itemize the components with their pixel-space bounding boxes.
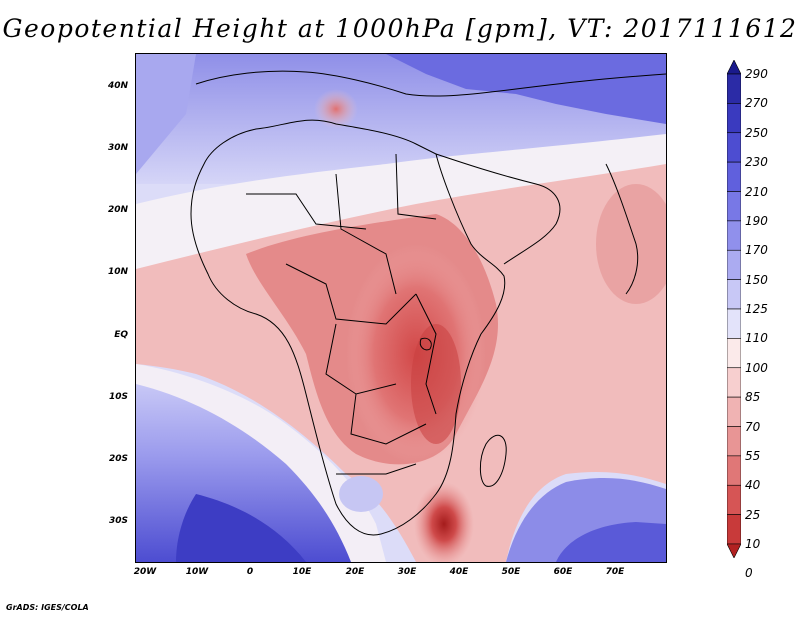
- lon-label-0: 0: [246, 567, 254, 577]
- colorbar-label: 170: [745, 243, 768, 258]
- colorbar-segment: [727, 103, 741, 134]
- lon-label-40e: 40E: [449, 567, 469, 577]
- colorbar-segment: [727, 426, 741, 457]
- border-3: [395, 153, 437, 220]
- lat-label-30s: 30S: [108, 516, 128, 526]
- colorbar-label: 290: [745, 67, 768, 81]
- colorbar-label: 270: [745, 96, 768, 111]
- colorbar-label: 85: [745, 390, 761, 405]
- lon-label-20e: 20E: [345, 567, 365, 577]
- colorbar-segment: [727, 279, 741, 310]
- colorbar-segment: [727, 338, 741, 369]
- colorbar-segment: [727, 396, 741, 427]
- coastlines: [190, 70, 666, 536]
- africa-coastline: [190, 119, 506, 536]
- lon-label-20w: 20W: [133, 567, 157, 577]
- colorbar-label: 25: [745, 507, 761, 522]
- colorbar-segment: [727, 484, 741, 515]
- lon-label-10e: 10E: [292, 567, 312, 577]
- field-west-ocean-blue: [136, 54, 196, 174]
- colorbar-label: 110: [745, 331, 768, 346]
- map-title: Geopotential Height at 1000hPa [gpm], VT…: [2, 14, 798, 43]
- lat-label-10s: 10S: [108, 392, 128, 402]
- lon-label-70e: 70E: [605, 567, 625, 577]
- colorbar-label: 40: [745, 478, 761, 493]
- border-5: [325, 323, 397, 395]
- colorbar-segment: [727, 308, 741, 339]
- europe-coastline: [195, 70, 666, 97]
- colorbar-segment: [727, 249, 741, 280]
- lon-label-30e: 30E: [397, 567, 417, 577]
- colorbar-segment: [727, 220, 741, 251]
- colorbar-segment: [727, 514, 741, 545]
- colorbar-label: 210: [745, 184, 768, 199]
- lon-label-60e: 60E: [553, 567, 573, 577]
- lat-label-20n: 20N: [107, 205, 128, 215]
- border-2: [335, 173, 397, 295]
- lon-label-50e: 50E: [501, 567, 521, 577]
- colorbar-label: 125: [745, 302, 768, 316]
- border-8: [415, 293, 437, 415]
- field-south-indian-deepblue: [556, 522, 666, 562]
- field-europe-deepblue: [386, 54, 666, 124]
- field-mediterranean-low: [314, 89, 358, 129]
- colorbar-segment: [727, 191, 741, 222]
- colorbar-label: 55: [745, 448, 761, 463]
- field-white-belt-north: [136, 134, 666, 269]
- india-coastline: [605, 163, 639, 295]
- colorbar-label: 70: [745, 419, 761, 434]
- colorbar-label: 10: [745, 537, 761, 551]
- lat-label-30n: 30N: [107, 143, 128, 153]
- field-rift-low: [411, 324, 461, 444]
- colorbar-segment: [727, 367, 741, 398]
- colorbar: [727, 60, 741, 558]
- lat-label-eq: EQ: [114, 330, 128, 340]
- colorbar-label: 100: [745, 360, 768, 375]
- colorbar-bottom-arrow: [727, 543, 741, 558]
- colorbar-label: 0: [745, 566, 753, 581]
- colorbar-segment: [727, 161, 741, 192]
- field-india-pink: [596, 184, 666, 304]
- colorbar-label: 150: [745, 272, 768, 287]
- lake-victoria: [419, 337, 432, 351]
- lat-label-40n: 40N: [107, 81, 128, 91]
- arabia-coastline: [435, 153, 561, 265]
- field-south-atlantic-deepblue: [176, 494, 306, 562]
- lon-label-10w: 10W: [185, 567, 209, 577]
- colorbar-segment: [727, 455, 741, 486]
- border-6: [350, 393, 427, 445]
- colorbar-label: 250: [745, 125, 768, 140]
- colorbar-label: 230: [745, 155, 768, 170]
- map-plot-area: [135, 53, 667, 563]
- lat-label-20s: 20S: [108, 454, 128, 464]
- colorbar-label: 190: [745, 213, 768, 228]
- field-south-africa-blue: [339, 476, 383, 512]
- border-7: [336, 463, 417, 475]
- border-4: [285, 263, 417, 325]
- colorbar-segment: [727, 132, 741, 163]
- colorbar-segment: [727, 73, 741, 104]
- grads-credit: GrADS: IGES/COLA: [6, 603, 89, 612]
- madagascar-coastline: [479, 434, 507, 487]
- lat-label-10n: 10N: [107, 267, 128, 277]
- colorbar-top-arrow: [727, 60, 741, 75]
- geopotential-field-map: [136, 54, 666, 562]
